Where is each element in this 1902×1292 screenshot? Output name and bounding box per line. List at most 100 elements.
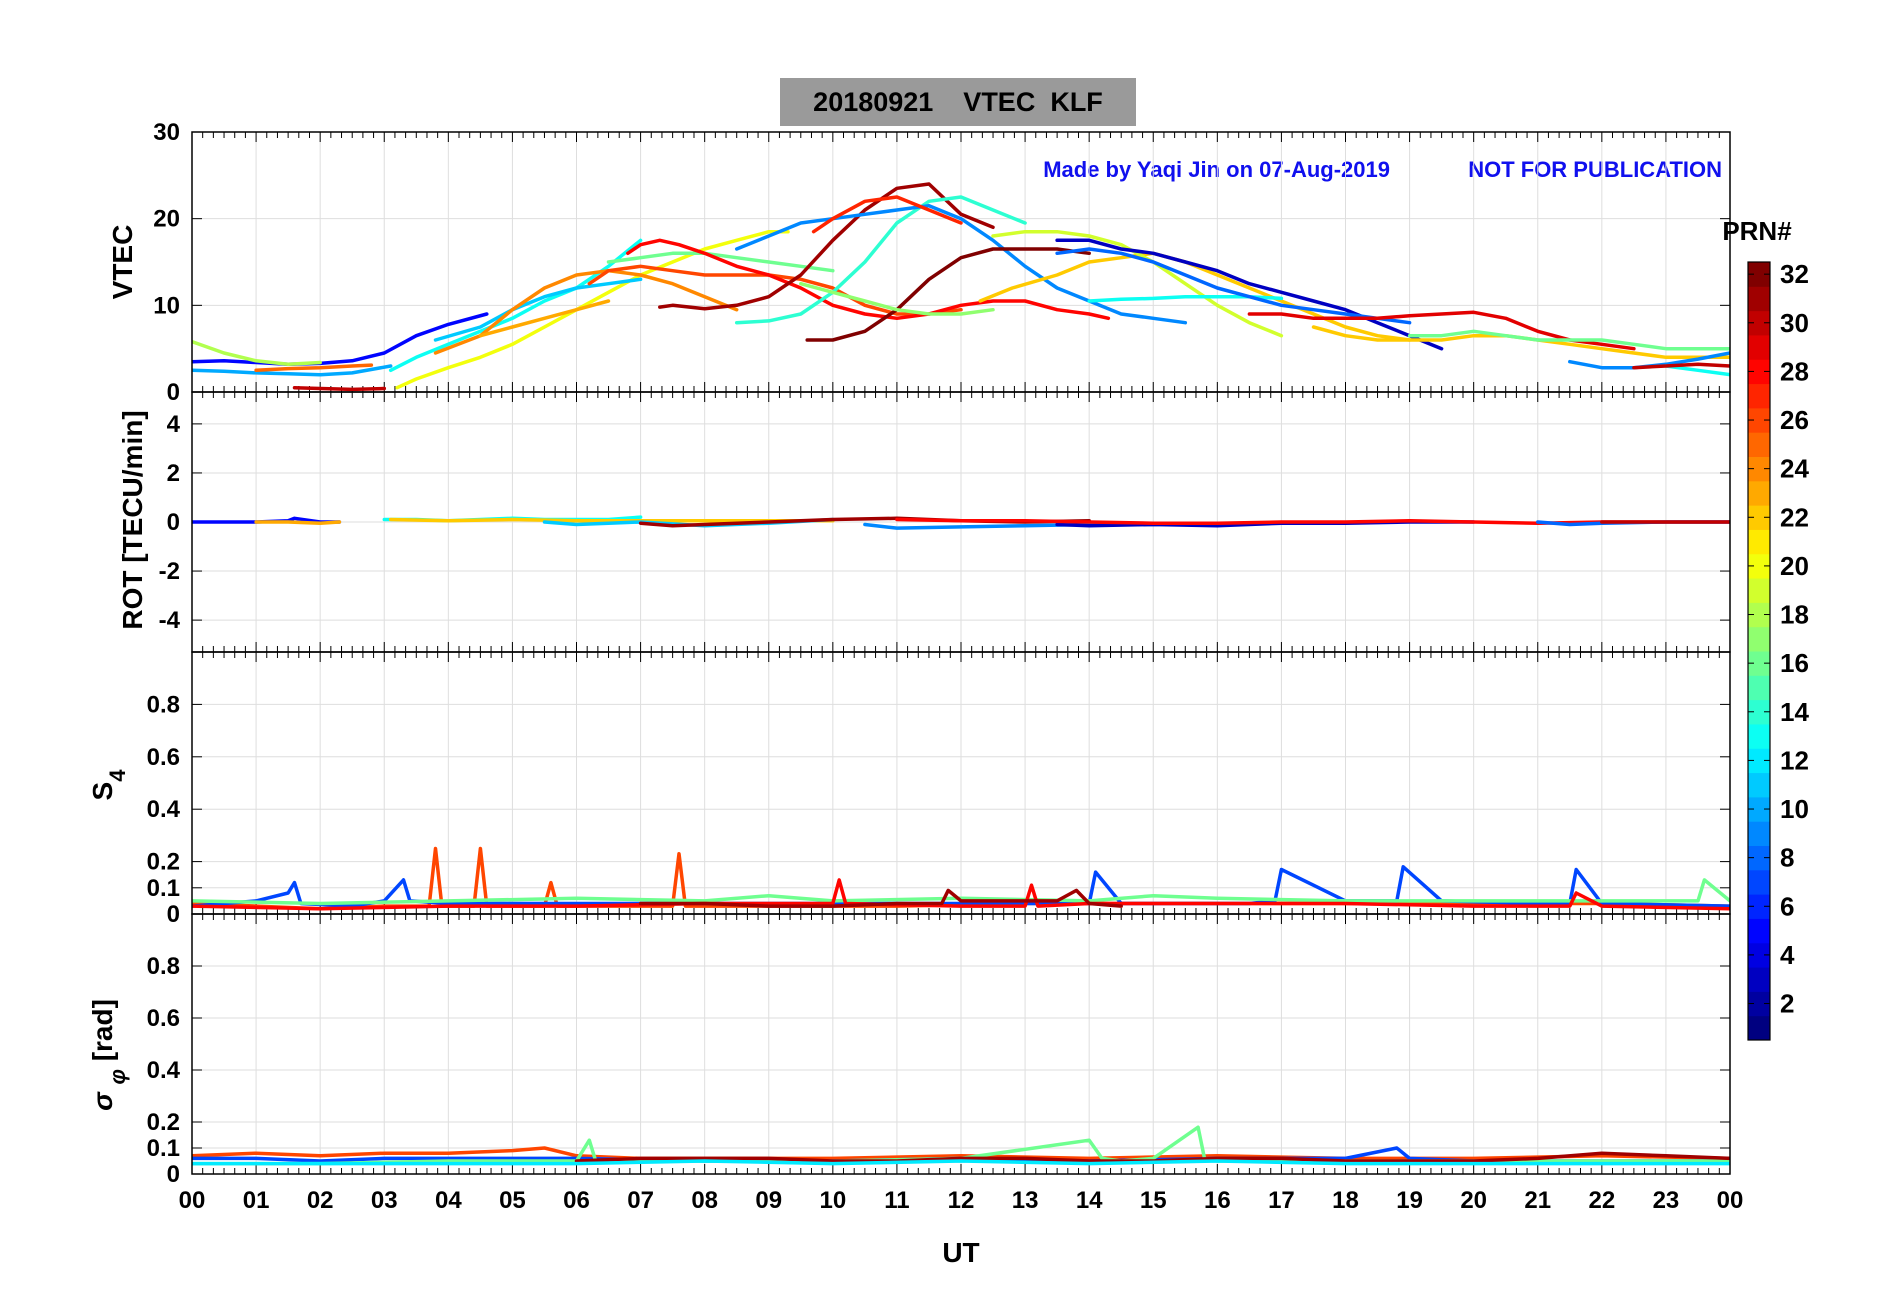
x-tick-label: 09 (755, 1187, 782, 1214)
rot-ytick-label: 2 (167, 460, 180, 487)
vtec-series-prn-16 (1407, 329, 1730, 351)
vtec-series-prn-9 (734, 203, 1188, 325)
rot-ytick-label: -4 (159, 607, 181, 634)
s4-ytick-label: 0.6 (147, 744, 180, 771)
x-tick-label: 20 (1460, 1187, 1487, 1214)
colorbar-swatch (1748, 869, 1770, 895)
x-tick-label: 08 (691, 1187, 718, 1214)
sigma-phi-ytick-label: 0.2 (147, 1109, 180, 1136)
sigma-phi-ytick-label: 0.8 (147, 953, 180, 980)
x-tick-label: 02 (307, 1187, 334, 1214)
x-tick-label: 12 (948, 1187, 975, 1214)
s4-ytick-label: 0.1 (147, 875, 180, 902)
not-for-publication-annotation: NOT FOR PUBLICATION (1468, 157, 1722, 182)
x-tick-label: 03 (371, 1187, 398, 1214)
vtec-series-group (192, 182, 1730, 392)
vtec-series-prn-18 (192, 339, 322, 367)
colorbar-swatch (1748, 918, 1770, 944)
s4-series-prn-28 (192, 878, 1730, 911)
x-tick-label: 18 (1332, 1187, 1359, 1214)
vtec-series-prn-22 (978, 251, 1412, 342)
vtec-series-prn-24 (433, 268, 739, 355)
rot-series-prn-23 (254, 520, 342, 525)
x-tick-label: 05 (499, 1187, 526, 1214)
colorbar-swatch (1748, 432, 1770, 457)
rot-panel: -4 -2 0 2 4 (159, 391, 1731, 653)
colorbar-swatch (1748, 407, 1770, 433)
colorbar-swatch (1748, 383, 1770, 409)
sigma-phi-panel: 00.10.2 0.4 0.6 0.8 00 01 02 03 04 05 06 07 08 09 10 11… (147, 913, 1744, 1214)
title-box (780, 78, 1136, 126)
vtec-ytick-label: 0 (167, 379, 180, 406)
x-tick-label: 01 (243, 1187, 270, 1214)
x-tick-label: 22 (1588, 1187, 1615, 1214)
s4-panel: 00.10.2 0.4 0.6 0.8 (147, 651, 1731, 928)
x-tick-label: 14 (1076, 1187, 1103, 1214)
colorbar-tick-label: 12 (1780, 745, 1809, 775)
colorbar-tick-label: 32 (1780, 259, 1809, 289)
sigma-phi-ytick-label: 0.6 (147, 1005, 180, 1032)
colorbar-swatch (1748, 334, 1770, 360)
sigma-phi-ylabel: σ φ [rad] (87, 999, 130, 1111)
vtec-series-prn-14 (734, 195, 1027, 325)
rot-series-group (192, 515, 1730, 530)
x-tick-label: 17 (1268, 1187, 1295, 1214)
colorbar-swatch (1748, 942, 1770, 968)
colorbar-tick-label: 4 (1780, 940, 1795, 970)
colorbar-tick-label: 6 (1780, 891, 1794, 921)
colorbar-tick-label: 16 (1780, 648, 1809, 678)
colorbar-swatch (1748, 505, 1770, 530)
colorbar-swatch (1748, 651, 1770, 676)
colorbar-tick-label: 10 (1780, 794, 1809, 824)
x-tick-label: 19 (1396, 1187, 1423, 1214)
colorbar-swatch (1748, 359, 1770, 385)
x-tick-label: 04 (435, 1187, 462, 1214)
vtec-series-prn-32 (805, 247, 1091, 342)
x-tick-label: 00 (1717, 1187, 1744, 1214)
x-tick-label: 00 (179, 1187, 206, 1214)
vtec-series-prn-13 (1664, 364, 1730, 377)
colorbar-swatch (1748, 480, 1770, 506)
rot-ytick-label: 4 (167, 411, 181, 438)
colorbar-tick-label: 22 (1780, 502, 1809, 532)
vtec-series-prn-10 (192, 364, 393, 377)
vtec-series-prn-25 (254, 363, 374, 373)
s4-series-prn-16 (192, 878, 1730, 906)
sigma-phi-series-prn-12 (192, 1159, 1730, 1166)
vtec-series-prn-8 (1055, 247, 1412, 325)
vtec-series-prn-30 (1632, 362, 1730, 370)
chart-title: 20180921 VTEC KLF (813, 87, 1103, 117)
colorbar-swatch (1748, 578, 1770, 603)
colorbar-tick-label: 2 (1780, 989, 1794, 1019)
colorbar-swatch (1748, 262, 1770, 287)
vtec-series-prn-27 (811, 195, 963, 234)
x-tick-label: 15 (1140, 1187, 1167, 1214)
x-tick-label: 11 (884, 1187, 909, 1214)
vtec-series-prn-28 (626, 238, 1111, 321)
colorbar-swatch (1748, 286, 1770, 312)
vtec-series-prn-22 (1311, 325, 1730, 360)
vtec-series-prn-11 (433, 277, 643, 342)
vtec-ytick-label: 10 (153, 292, 180, 319)
colorbar-tick-label: 24 (1780, 454, 1809, 484)
vtec-series-prn-17 (799, 281, 995, 316)
vtec-series-prn-23 (478, 299, 611, 338)
x-tick-label: 13 (1012, 1187, 1039, 1214)
rot-ylabel: ROT [TECU/min] (117, 410, 148, 629)
colorbar-swatch (1748, 845, 1770, 871)
sigma-phi-ytick-label: 0 (167, 1161, 180, 1188)
colorbar-swatch (1748, 602, 1770, 628)
x-tick-label: 21 (1524, 1187, 1551, 1214)
s4-ytick-label: 0 (167, 901, 180, 928)
colorbar-swatch (1748, 626, 1770, 652)
sigma-phi-series-group (192, 1125, 1730, 1166)
s4-series-prn-31 (638, 888, 1123, 908)
x-tick-label: 23 (1653, 1187, 1680, 1214)
colorbar-swatch (1748, 894, 1770, 919)
x-tick-label: 16 (1204, 1187, 1231, 1214)
x-tick-label: 10 (819, 1187, 846, 1214)
x-tick-label: 06 (563, 1187, 590, 1214)
vtec-series-prn-5 (192, 312, 489, 367)
colorbar-tick-label: 14 (1780, 697, 1809, 727)
colorbar-tick-label: 8 (1780, 843, 1794, 873)
